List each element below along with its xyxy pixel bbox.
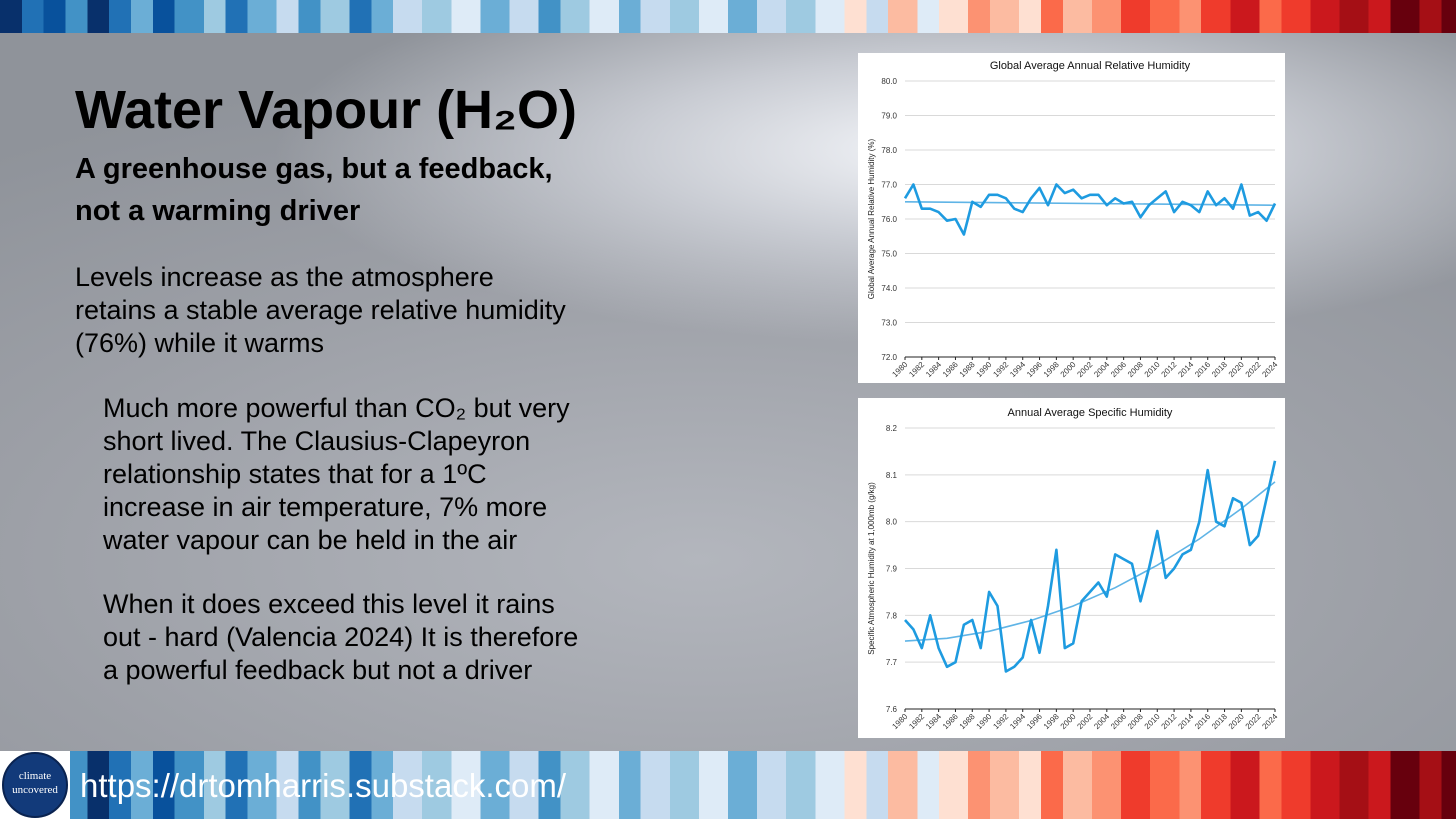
y-tick-label: 73.0 xyxy=(881,319,897,328)
data-line xyxy=(903,183,1277,236)
y-tick-label: 7.6 xyxy=(886,705,898,714)
y-tick-label: 8.2 xyxy=(886,424,898,433)
y-tick-label: 8.1 xyxy=(886,471,898,480)
paragraph: increase in air temperature, 7% more xyxy=(103,492,547,522)
y-tick-label: 74.0 xyxy=(881,284,897,293)
y-tick-label: 7.9 xyxy=(886,565,898,574)
slide-title: Water Vapour (H₂O) xyxy=(75,80,577,140)
url[interactable]: https://drtomharris.substack.com/ xyxy=(80,767,567,804)
y-axis-label: Global Average Annual Relative Humidity … xyxy=(867,138,876,299)
paragraph: relationship states that for a 1ºC xyxy=(103,459,487,489)
y-tick-label: 80.0 xyxy=(881,77,897,86)
y-tick-label: 79.0 xyxy=(881,112,897,121)
subtitle: A greenhouse gas, but a feedback, xyxy=(75,153,553,185)
chart-title: Global Average Annual Relative Humidity xyxy=(990,60,1191,72)
subtitle: not a warming driver xyxy=(75,195,360,227)
top-stripes xyxy=(0,0,1456,33)
chart-panel xyxy=(858,53,1285,383)
logo-text: climate xyxy=(19,770,51,782)
bottom-stripes xyxy=(0,751,1456,819)
paragraph: When it does exceed this level it rains xyxy=(103,589,555,619)
paragraph: a powerful feedback but not a driver xyxy=(103,655,532,685)
paragraph: Levels increase as the atmosphere xyxy=(75,262,494,292)
y-tick-label: 75.0 xyxy=(881,250,897,259)
y-tick-label: 77.0 xyxy=(881,181,897,190)
y-axis-label: Specific Atmospheric Humidity at 1,000mb… xyxy=(867,482,876,655)
paragraph: retains a stable average relative humidi… xyxy=(75,295,566,325)
trend-line xyxy=(904,201,1276,206)
paragraph: (76%) while it warms xyxy=(75,328,324,358)
paragraph: Much more powerful than CO₂ but very xyxy=(103,393,570,423)
y-tick-label: 7.7 xyxy=(886,658,898,667)
paragraph: water vapour can be held in the air xyxy=(102,525,517,555)
y-tick-label: 72.0 xyxy=(881,353,897,362)
y-tick-label: 7.8 xyxy=(886,611,898,620)
y-tick-label: 76.0 xyxy=(881,215,897,224)
y-tick-label: 8.0 xyxy=(886,518,898,527)
data-line xyxy=(904,460,1277,673)
chart-title: Annual Average Specific Humidity xyxy=(1008,407,1173,419)
logo xyxy=(2,752,68,818)
paragraph: out - hard (Valencia 2024) It is therefo… xyxy=(103,622,578,652)
logo-text: uncovered xyxy=(12,784,58,796)
paragraph: short lived. The Clausius-Clapeyron xyxy=(103,426,530,456)
y-tick-label: 78.0 xyxy=(881,146,897,155)
